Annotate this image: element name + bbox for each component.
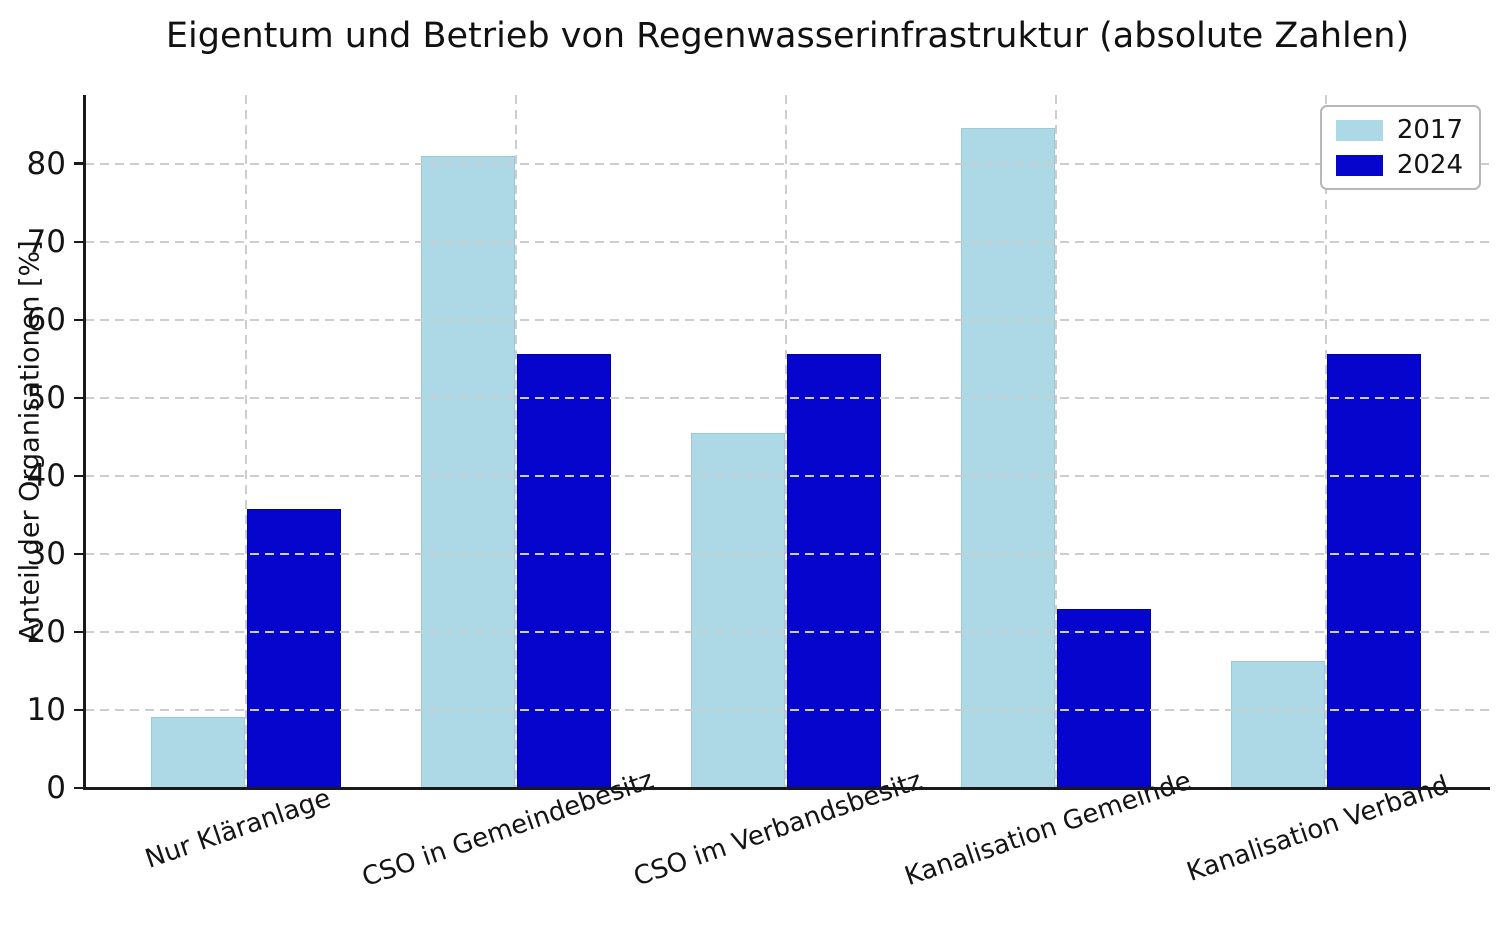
x-tick-label-1: Nur Kläranlage [141, 783, 335, 875]
legend-label-2017: 2017 [1396, 115, 1463, 145]
h-gridline-80 [85, 162, 1490, 165]
bar-2017-1 [151, 717, 245, 788]
h-gridline-30 [85, 552, 1490, 555]
v-gridline-1 [245, 95, 247, 788]
y-tick-mark-50 [74, 396, 83, 399]
bar-2024-3 [787, 354, 881, 788]
legend-label-2024: 2024 [1396, 150, 1463, 180]
y-tick-mark-0 [74, 786, 83, 790]
h-gridline-10 [85, 709, 1490, 711]
y-axis-label: Anteil der Organisationen [%] [14, 240, 46, 642]
y-tick-mark-60 [74, 318, 83, 321]
y-tick-label-40: 40 [26, 457, 66, 494]
h-gridline-70 [85, 240, 1490, 243]
bar-2024-5 [1327, 354, 1421, 788]
y-tick-mark-80 [74, 162, 83, 165]
legend-item-2024: 2024 [1335, 150, 1463, 180]
legend-swatch-2024 [1335, 154, 1383, 176]
y-tick-mark-20 [74, 630, 83, 634]
y-tick-label-50: 50 [26, 379, 66, 416]
y-tick-label-0: 0 [46, 770, 66, 806]
y-tick-label-20: 20 [26, 613, 66, 650]
y-tick-mark-30 [74, 552, 83, 556]
v-gridline-3 [785, 95, 787, 788]
chart-title: Eigentum und Betrieb von Regenwasserinfr… [165, 16, 1410, 56]
y-tick-label-80: 80 [26, 145, 66, 182]
y-axis-spine [83, 95, 86, 788]
v-gridline-5 [1325, 95, 1327, 788]
bar-2024-4 [1057, 609, 1151, 788]
y-tick-label-30: 30 [26, 535, 66, 572]
h-gridline-60 [85, 318, 1490, 321]
h-gridline-50 [85, 396, 1490, 399]
h-gridline-20 [85, 630, 1490, 633]
y-tick-label-10: 10 [26, 692, 66, 728]
legend-item-2017: 2017 [1335, 115, 1463, 145]
bar-2017-3 [691, 432, 785, 788]
x-axis-spine [83, 787, 1490, 790]
y-tick-label-60: 60 [26, 301, 66, 338]
y-tick-mark-40 [74, 474, 83, 478]
y-tick-label-70: 70 [26, 223, 66, 260]
plot-area [83, 95, 1490, 790]
bar-2017-2 [421, 155, 515, 788]
bar-2024-2 [517, 354, 611, 788]
legend: 2017 2024 [1319, 105, 1481, 190]
v-gridline-4 [1055, 95, 1057, 788]
bar-2017-4 [961, 127, 1055, 788]
bar-2024-1 [247, 509, 341, 788]
legend-swatch-2017 [1335, 119, 1383, 141]
y-tick-mark-70 [74, 240, 83, 243]
h-gridline-40 [85, 474, 1490, 477]
v-gridline-2 [515, 95, 517, 788]
y-tick-mark-10 [74, 708, 83, 712]
bar-2017-5 [1231, 660, 1325, 788]
